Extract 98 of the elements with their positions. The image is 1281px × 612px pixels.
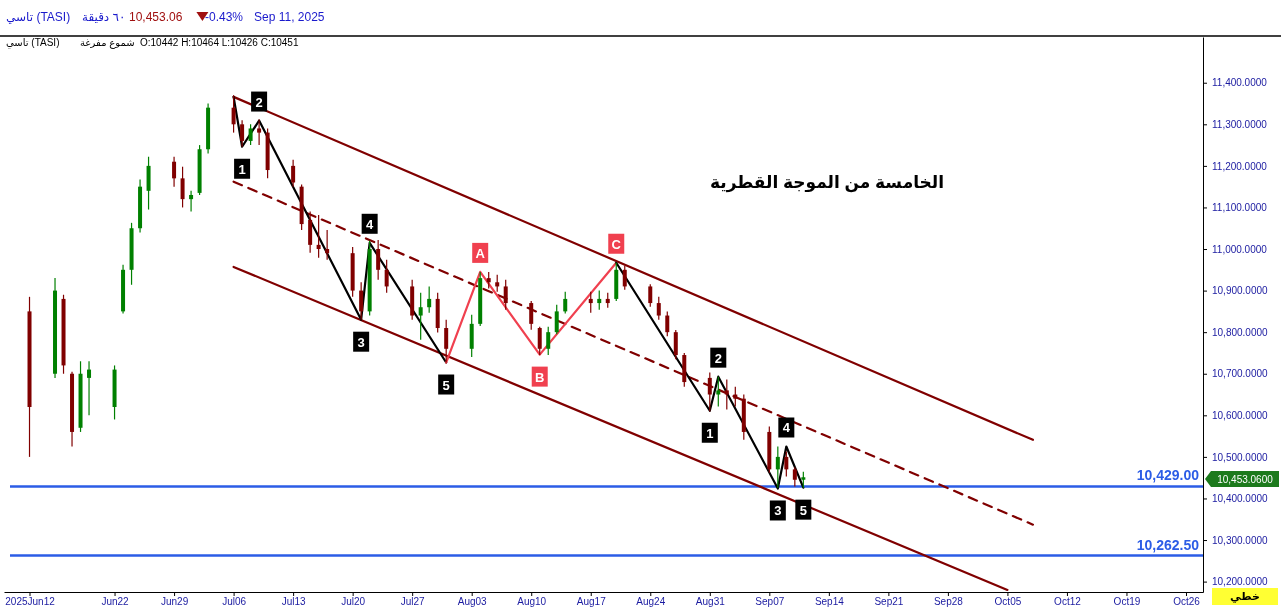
ref-line-label: 10,429.00 <box>1136 467 1200 484</box>
candlestick <box>707 371 712 413</box>
candlestick <box>172 156 177 188</box>
y-tick-label: 10,500.0000 <box>1212 451 1269 463</box>
candlestick <box>775 445 780 489</box>
candlestick <box>316 214 321 259</box>
candlestick <box>189 190 194 213</box>
candlestick <box>648 283 653 308</box>
x-tick-label: Sep07 <box>755 596 785 607</box>
candlestick <box>376 239 381 281</box>
annotation: 3 <box>774 503 782 519</box>
y-tick-label: 11,400.0000 <box>1212 77 1268 89</box>
y-tick-label: 10,200.0000 <box>1212 576 1269 588</box>
text: خطي <box>1230 590 1260 603</box>
text: 10,453.0600 <box>1217 474 1274 485</box>
y-tick-label: 11,300.0000 <box>1212 119 1268 130</box>
candlestick <box>673 329 678 360</box>
candlestick <box>622 265 627 291</box>
y-tick-label: 10,800.0000 <box>1212 326 1269 338</box>
x-tick-label: Aug24 <box>636 596 666 607</box>
annotation: 2 <box>714 350 722 366</box>
x-tick-label: Oct26 <box>1173 596 1201 607</box>
annotation: 4 <box>782 420 791 436</box>
line-series <box>615 261 805 490</box>
candlestick <box>180 166 185 209</box>
chart-title: تاسي (TASI) <box>6 10 71 24</box>
annotation: B <box>535 369 545 385</box>
candlestick <box>427 285 432 314</box>
y-tick-label: 11,100.0000 <box>1212 202 1268 214</box>
annotation: 4 <box>366 216 375 232</box>
candlestick <box>325 229 330 261</box>
candlestick <box>87 360 92 416</box>
annotation: 3 <box>357 334 365 350</box>
annotation: تاسي (TASI) <box>6 37 60 49</box>
candlestick <box>554 304 559 335</box>
x-tick-label: Jul20 <box>341 596 366 607</box>
candlestick <box>248 123 253 146</box>
annotation: 1 <box>706 425 714 441</box>
candlestick <box>792 466 797 487</box>
x-tick-label: Aug31 <box>695 596 726 607</box>
y-tick-label: 10,600.0000 <box>1212 410 1269 422</box>
y-tick-label: 10,700.0000 <box>1212 368 1269 380</box>
annotation: A <box>475 245 486 261</box>
y-tick-label: 10,900.0000 <box>1212 285 1269 297</box>
y-tick-label: 10,400.0000 <box>1212 493 1269 505</box>
annotation: 5 <box>799 502 807 518</box>
x-tick-label: Sep21 <box>874 596 904 607</box>
candlestick <box>656 296 661 321</box>
x-tick-label: Jun29 <box>160 596 189 607</box>
annotation: C <box>611 236 622 252</box>
x-tick-label: 2025Jun12 <box>5 596 56 607</box>
x-tick-label: Jul27 <box>400 596 426 607</box>
x-tick-label: Aug17 <box>576 596 607 607</box>
x-tick-label: Sep14 <box>814 596 845 607</box>
x-tick-label: Sep28 <box>933 596 964 607</box>
candlestick <box>503 279 508 311</box>
candlestick <box>359 281 364 321</box>
text: 10,453.06 <box>129 10 183 24</box>
y-tick-label: 11,000.0000 <box>1212 243 1268 255</box>
y-tick-label: 10,300.0000 <box>1212 534 1269 546</box>
x-tick-label: Jul13 <box>281 596 307 607</box>
candlestick <box>537 326 542 356</box>
x-tick-label: Aug10 <box>517 596 547 607</box>
annotation: شموع مفرغة <box>80 37 135 49</box>
x-tick-label: Jun22 <box>101 596 130 607</box>
annotation: الخامسة من الموجة القطرية <box>709 173 945 193</box>
candlestick <box>546 326 551 356</box>
candlestick <box>384 259 389 294</box>
text: Sep 11, 2025 <box>254 10 325 24</box>
annotation: 5 <box>442 377 450 393</box>
text: -0.43% <box>205 10 244 24</box>
candlestick <box>784 450 789 478</box>
ref-line-label: 10,262.50 <box>1136 536 1200 553</box>
x-tick-label: Oct19 <box>1113 596 1141 607</box>
line-series <box>445 261 618 364</box>
candlestick <box>418 292 423 341</box>
candlestick <box>665 310 670 337</box>
candlestick <box>563 291 568 315</box>
candlestick <box>716 376 721 408</box>
annotation: O:10442 H:10464 L:10426 C:10451 <box>140 37 299 48</box>
candlestick <box>240 119 245 148</box>
candlestick <box>588 291 593 314</box>
candlestick <box>724 378 729 411</box>
x-tick-label: Oct05 <box>994 596 1022 607</box>
candlestick <box>529 300 534 331</box>
x-tick-label: Aug03 <box>457 596 488 607</box>
candlestick <box>291 159 296 188</box>
x-tick-label: Jul06 <box>222 596 247 607</box>
candlestick <box>733 386 738 408</box>
x-tick-label: Oct12 <box>1054 596 1082 607</box>
annotation: 1 <box>238 161 246 177</box>
line-series <box>232 95 448 364</box>
text: ٦٠ دقيقة <box>82 10 126 24</box>
y-tick-label: 11,200.0000 <box>1212 160 1268 172</box>
candlestick <box>257 118 262 146</box>
candlestick <box>597 290 602 311</box>
candlestick <box>444 319 449 364</box>
annotation: 2 <box>255 94 263 110</box>
